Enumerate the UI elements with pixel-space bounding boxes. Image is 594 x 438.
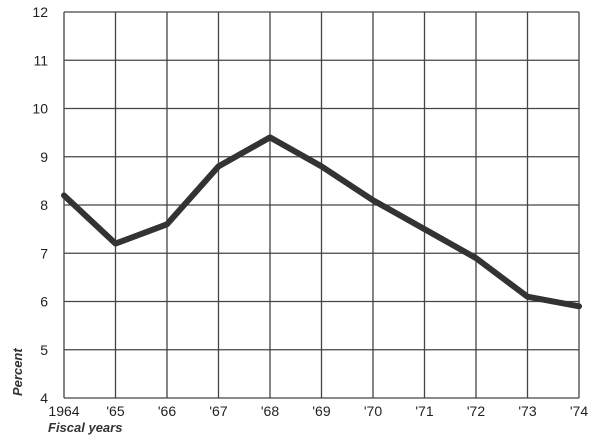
x-tick-label: '66: [158, 403, 176, 419]
y-axis-title: Percent: [10, 348, 25, 396]
y-axis-ticks: 4 5 6 7 8 9 10 11 12: [32, 4, 48, 406]
y-tick-label: 10: [32, 101, 48, 117]
x-tick-label: '70: [364, 403, 382, 419]
y-tick-label: 4: [40, 390, 48, 406]
data-point: [321, 166, 322, 167]
data-point: [373, 200, 374, 201]
x-tick-label: '67: [209, 403, 227, 419]
y-tick-label: 12: [32, 4, 48, 20]
x-tick-label: '69: [312, 403, 330, 419]
data-point: [115, 243, 116, 244]
x-tick-label: '71: [415, 403, 433, 419]
chart-grid: [64, 12, 579, 398]
data-point: [579, 306, 580, 307]
x-tick-label: 1964: [48, 403, 79, 419]
y-tick-label: 8: [40, 197, 48, 213]
data-point: [64, 195, 65, 196]
x-axis-ticks: 1964 '65 '66 '67 '68 '69 '70 '71 '72 '73 '74: [48, 403, 588, 419]
data-point: [218, 166, 219, 167]
data-point: [527, 296, 528, 297]
y-tick-label: 9: [40, 149, 48, 165]
x-tick-label: '72: [467, 403, 485, 419]
data-point: [476, 258, 477, 259]
x-tick-label: '74: [570, 403, 588, 419]
data-point: [167, 224, 168, 225]
data-point: [270, 137, 271, 138]
x-tick-label: '68: [261, 403, 279, 419]
data-point: [424, 229, 425, 230]
y-tick-label: 5: [40, 342, 48, 358]
y-tick-label: 11: [33, 52, 48, 68]
y-tick-label: 7: [40, 245, 48, 261]
x-axis-title: Fiscal years: [48, 420, 122, 435]
y-tick-label: 6: [40, 294, 48, 310]
x-tick-label: '73: [518, 403, 536, 419]
x-tick-label: '65: [106, 403, 124, 419]
